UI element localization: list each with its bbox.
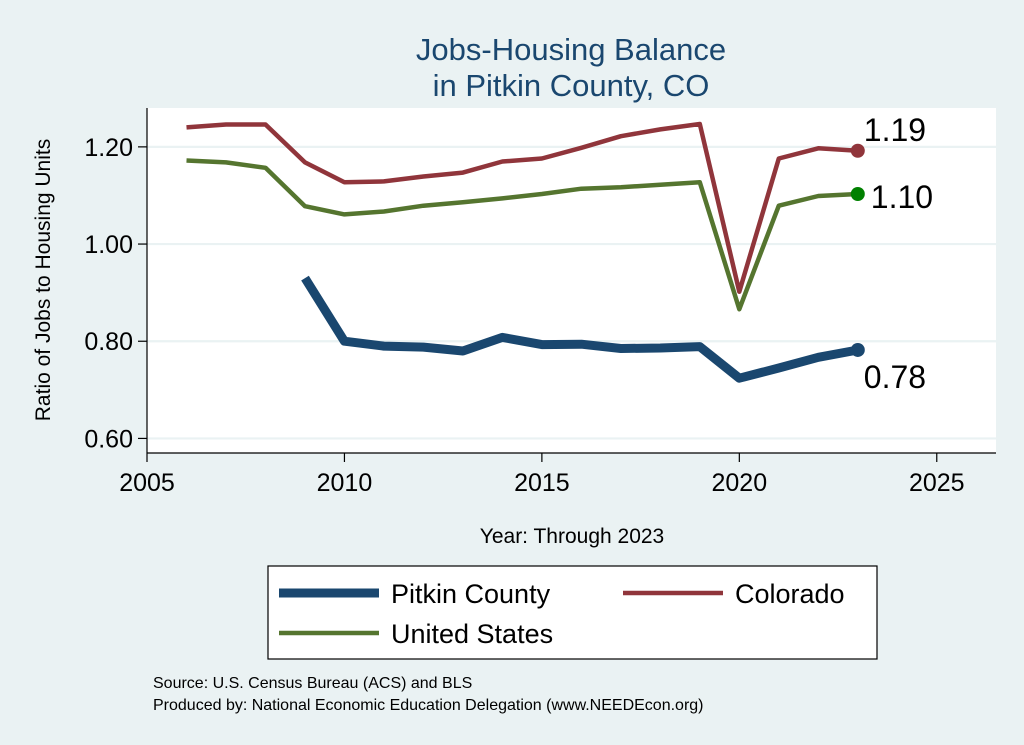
produced-by-note: Produced by: National Economic Education… [153, 697, 704, 714]
chart-title-line2: in Pitkin County, CO [433, 68, 710, 103]
end-label: 0.78 [864, 359, 926, 395]
plot-area [147, 108, 996, 453]
end-label: 1.19 [864, 112, 926, 148]
y-tick-label: 0.60 [84, 425, 133, 453]
end-label: 1.10 [871, 179, 933, 215]
source-note: Source: U.S. Census Bureau (ACS) and BLS [153, 675, 472, 692]
series-line-pitkin-county [301, 275, 859, 383]
end-marker [850, 342, 865, 357]
legend-label: Pitkin County [391, 579, 551, 609]
legend: Pitkin County Colorado United States [279, 579, 845, 649]
legend-label: United States [391, 619, 553, 649]
series-line-united-states [186, 158, 858, 312]
x-tick-label: 2015 [514, 469, 570, 497]
series-line-colorado [186, 121, 858, 294]
end-marker [850, 143, 865, 158]
end-labels: 1.10 1.19 0.78 [850, 112, 933, 395]
x-axis-title: Year: Through 2023 [480, 525, 665, 548]
chart-title-line1: Jobs-Housing Balance [416, 32, 726, 67]
x-tick-label: 2005 [119, 469, 175, 497]
end-marker [850, 187, 865, 202]
series-lines [186, 121, 859, 383]
legend-box [267, 565, 878, 660]
x-tick-label: 2025 [909, 469, 965, 497]
y-tick-label: 1.20 [84, 134, 133, 162]
x-tick-label: 2010 [317, 469, 373, 497]
y-tick-label: 1.00 [84, 231, 133, 259]
y-tick-label: 0.80 [84, 328, 133, 356]
legend-label: Colorado [735, 579, 845, 609]
x-tick-label: 2020 [712, 469, 768, 497]
x-axis-ticks: 2005 2010 2015 2020 2025 [119, 453, 965, 497]
y-axis-ticks: 0.60 0.80 1.00 1.20 [84, 134, 147, 453]
y-axis-title: Ratio of Jobs to Housing Units [32, 139, 55, 421]
